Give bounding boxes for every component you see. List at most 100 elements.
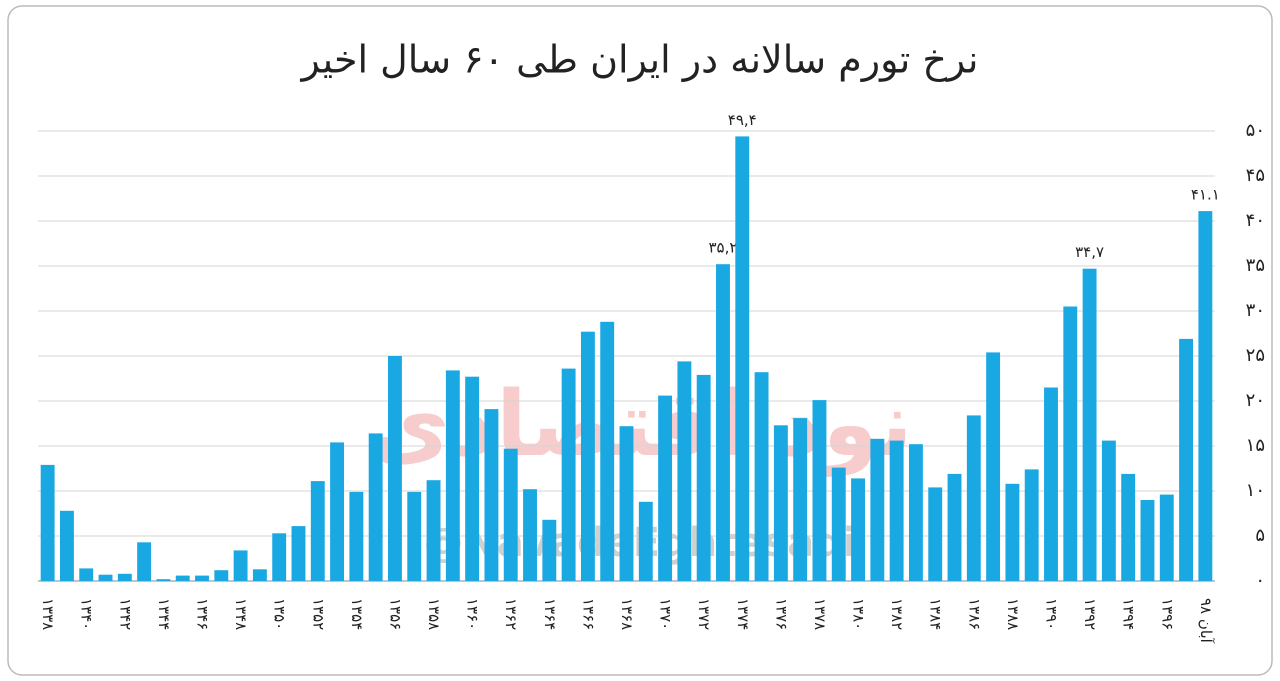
bar bbox=[1063, 306, 1078, 581]
bar bbox=[1198, 211, 1213, 581]
bar bbox=[445, 370, 460, 581]
bar bbox=[638, 501, 653, 581]
x-tick-label: ۱۳۷۲ bbox=[695, 598, 713, 630]
x-tick-label: ۱۳۷۰ bbox=[657, 598, 675, 630]
bar bbox=[812, 400, 827, 581]
bar bbox=[175, 575, 190, 581]
bar bbox=[870, 438, 885, 581]
x-tick-label: ۱۳۶۰ bbox=[464, 598, 482, 630]
x-tick-label: ۱۳۹۲ bbox=[1081, 598, 1099, 630]
bar bbox=[523, 489, 537, 581]
y-tick-label: ۳۵ bbox=[1246, 255, 1265, 276]
x-tick-label: ۱۳۸۲ bbox=[888, 598, 906, 630]
x-tick-label: ۱۳۷۴ bbox=[734, 598, 752, 630]
bar bbox=[1179, 338, 1194, 581]
bar bbox=[388, 356, 402, 581]
x-tick-label: ۱۳۹۶ bbox=[1158, 598, 1176, 630]
bar bbox=[407, 491, 422, 581]
value-label: ۳۵,۲ bbox=[708, 239, 737, 257]
bar bbox=[658, 395, 673, 581]
bar bbox=[156, 579, 171, 581]
bar bbox=[272, 533, 287, 581]
x-tick-label: ۱۳۹۰ bbox=[1042, 598, 1060, 630]
x-tick-label: ۱۳۸۸ bbox=[1004, 598, 1022, 630]
y-tick-label: ۴۰ bbox=[1246, 210, 1265, 231]
x-tick-label: ۱۳۵۸ bbox=[425, 598, 443, 630]
bar bbox=[1024, 469, 1039, 581]
chart-title: نرخ تورم سالانه در ایران طی ۶۰ سال اخیر bbox=[300, 38, 979, 83]
y-tick-label: ۳۰ bbox=[1246, 300, 1265, 321]
x-tick-label: ۱۳۶۴ bbox=[541, 598, 559, 630]
bar bbox=[252, 569, 267, 581]
y-tick-label: ۵ bbox=[1255, 525, 1265, 546]
bar bbox=[735, 136, 750, 581]
x-tick-label: ۱۳۵۰ bbox=[271, 598, 289, 630]
bar bbox=[831, 467, 846, 581]
bar bbox=[542, 519, 557, 581]
bar bbox=[195, 575, 209, 581]
bar bbox=[677, 361, 692, 581]
y-tick-label: ۲۰ bbox=[1246, 390, 1265, 411]
bar bbox=[368, 433, 383, 581]
bar bbox=[349, 491, 364, 581]
y-tick-label: ۱۰ bbox=[1246, 480, 1265, 501]
x-tick-label: ۱۳۴۶ bbox=[194, 598, 212, 630]
bar bbox=[1005, 483, 1020, 581]
x-tick-label: ۱۳۴۲ bbox=[116, 598, 134, 630]
bar bbox=[40, 464, 55, 581]
bar bbox=[310, 481, 325, 581]
value-label: ۴۹,۴ bbox=[728, 111, 757, 129]
y-tick-label: ۲۵ bbox=[1246, 345, 1265, 366]
x-tick-label: ۱۳۵۶ bbox=[386, 598, 404, 630]
y-tick-label: ۰ bbox=[1255, 570, 1265, 591]
x-tick-label: ۱۳۶۲ bbox=[502, 598, 520, 630]
bar bbox=[947, 473, 962, 581]
bar bbox=[465, 376, 480, 581]
x-tick-label: ۱۳۵۲ bbox=[309, 598, 327, 630]
x-tick-label: ۱۳۵۴ bbox=[348, 598, 366, 630]
x-tick-label: ۱۳۸۶ bbox=[965, 598, 983, 630]
bar bbox=[98, 574, 113, 581]
bar bbox=[426, 480, 441, 581]
bar bbox=[1044, 387, 1058, 581]
x-tick-label: ۱۳۶۶ bbox=[579, 598, 597, 630]
y-tick-label: ۵۰ bbox=[1246, 120, 1265, 141]
bar bbox=[754, 372, 769, 581]
bar bbox=[793, 418, 808, 581]
bar bbox=[1140, 500, 1155, 581]
bar bbox=[117, 573, 132, 581]
bar bbox=[561, 368, 576, 581]
bar bbox=[291, 526, 306, 581]
x-tick-label: ۱۳۳۸ bbox=[39, 598, 57, 630]
x-tick-label: ۱۳۸۰ bbox=[850, 598, 868, 630]
x-tick-label: ۱۳۴۴ bbox=[155, 598, 173, 630]
bar bbox=[619, 426, 634, 581]
bar bbox=[59, 510, 74, 581]
x-tick-label: ۱۳۶۸ bbox=[618, 598, 636, 630]
bar bbox=[908, 444, 923, 581]
x-tick-label: ۱۳۸۴ bbox=[927, 598, 945, 630]
bar bbox=[79, 568, 94, 581]
x-tick-label: آبان ۹۸ bbox=[1197, 598, 1215, 644]
bar bbox=[889, 440, 904, 581]
bar bbox=[503, 448, 518, 581]
bar bbox=[214, 570, 229, 581]
x-tick-label: ۱۳۴۸ bbox=[232, 598, 250, 630]
x-tick-label: ۱۳۷۶ bbox=[772, 598, 790, 630]
y-tick-label: ۱۵ bbox=[1246, 435, 1265, 456]
bar bbox=[986, 352, 1001, 581]
bar bbox=[1159, 494, 1174, 581]
bar bbox=[851, 478, 865, 581]
bar bbox=[484, 409, 499, 581]
bar bbox=[1101, 440, 1116, 581]
bar bbox=[1121, 473, 1136, 581]
value-label: ۴۱.۱ bbox=[1191, 186, 1220, 204]
bar bbox=[928, 487, 943, 581]
x-tick-label: ۱۳۹۴ bbox=[1120, 598, 1138, 630]
x-tick-label: ۱۳۴۰ bbox=[78, 598, 96, 630]
bar bbox=[773, 425, 788, 581]
value-label: ۳۴,۷ bbox=[1075, 243, 1104, 261]
bar bbox=[580, 331, 595, 581]
bar bbox=[696, 374, 711, 581]
